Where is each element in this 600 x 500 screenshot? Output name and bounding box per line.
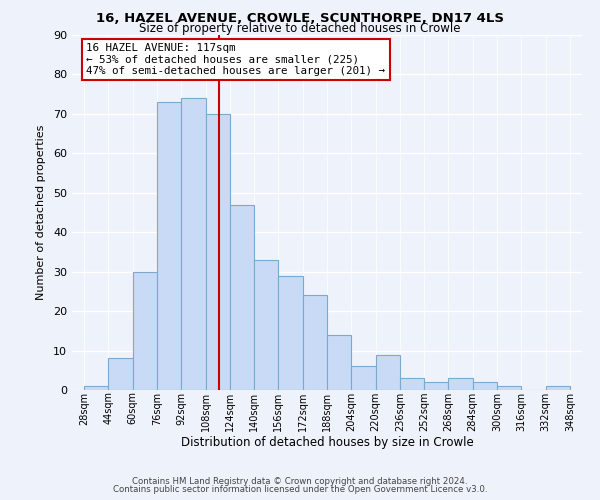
Bar: [497, 386, 521, 390]
Bar: [327, 335, 351, 390]
Bar: [424, 382, 448, 390]
Bar: [303, 296, 327, 390]
Y-axis label: Number of detached properties: Number of detached properties: [36, 125, 46, 300]
Text: 16, HAZEL AVENUE, CROWLE, SCUNTHORPE, DN17 4LS: 16, HAZEL AVENUE, CROWLE, SCUNTHORPE, DN…: [96, 12, 504, 24]
Bar: [157, 102, 181, 390]
Bar: [545, 386, 570, 390]
Text: Contains HM Land Registry data © Crown copyright and database right 2024.: Contains HM Land Registry data © Crown c…: [132, 477, 468, 486]
Bar: [109, 358, 133, 390]
Bar: [448, 378, 473, 390]
Bar: [473, 382, 497, 390]
Bar: [230, 204, 254, 390]
Bar: [206, 114, 230, 390]
Bar: [400, 378, 424, 390]
Bar: [84, 386, 109, 390]
Bar: [254, 260, 278, 390]
Text: Contains public sector information licensed under the Open Government Licence v3: Contains public sector information licen…: [113, 485, 487, 494]
Bar: [278, 276, 302, 390]
Bar: [376, 354, 400, 390]
X-axis label: Distribution of detached houses by size in Crowle: Distribution of detached houses by size …: [181, 436, 473, 450]
Bar: [181, 98, 206, 390]
Text: 16 HAZEL AVENUE: 117sqm
← 53% of detached houses are smaller (225)
47% of semi-d: 16 HAZEL AVENUE: 117sqm ← 53% of detache…: [86, 43, 385, 76]
Bar: [352, 366, 376, 390]
Text: Size of property relative to detached houses in Crowle: Size of property relative to detached ho…: [139, 22, 461, 35]
Bar: [133, 272, 157, 390]
